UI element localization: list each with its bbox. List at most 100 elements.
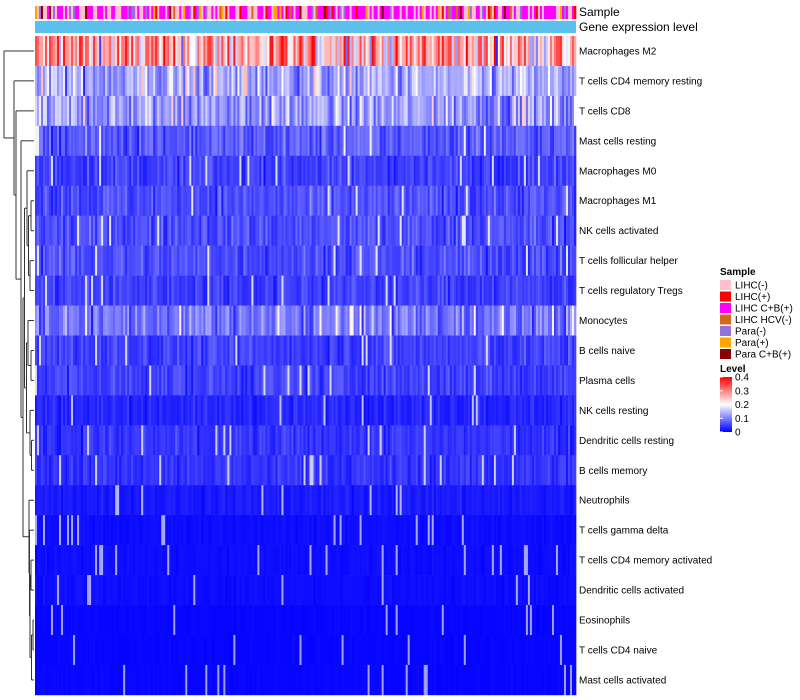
heatmap-cell	[49, 245, 52, 276]
sample-annotation-cell	[357, 6, 360, 19]
heatmap-cell	[295, 275, 298, 306]
heatmap-cell	[101, 185, 104, 216]
heatmap-cell	[221, 36, 224, 67]
heatmap-cell	[209, 275, 212, 306]
heatmap-cell	[515, 36, 519, 67]
heatmap-cell	[513, 155, 517, 187]
heatmap-cell	[35, 245, 38, 276]
heatmap-cell	[247, 36, 250, 67]
heatmap-cell	[197, 275, 200, 306]
heatmap-cell	[365, 65, 368, 97]
heatmap-cell	[497, 275, 501, 306]
heatmap-cell	[345, 125, 348, 157]
heatmap-cell	[375, 455, 378, 486]
heatmap-cell	[263, 125, 266, 157]
heatmap-cell	[357, 515, 360, 546]
sample-annotation-cell	[574, 6, 577, 19]
heatmap-cell	[199, 305, 202, 336]
heatmap-cell	[313, 395, 316, 426]
heatmap-cell	[245, 155, 248, 187]
heatmap-cell	[237, 65, 240, 97]
heatmap-cell	[251, 455, 254, 486]
heatmap-cell	[47, 215, 50, 246]
heatmap-cell	[483, 65, 487, 97]
heatmap-cell	[251, 485, 254, 516]
heatmap-cell	[303, 245, 306, 276]
heatmap-cell	[167, 36, 170, 67]
heatmap-cell	[331, 395, 334, 426]
heatmap-cell	[147, 36, 150, 67]
heatmap-cell	[501, 515, 505, 546]
heatmap-cell	[265, 95, 268, 127]
heatmap-cell	[259, 485, 262, 516]
heatmap-cell	[529, 305, 533, 336]
heatmap-cell	[567, 395, 571, 426]
heatmap-cell	[143, 245, 146, 276]
heatmap-cell	[263, 425, 266, 456]
heatmap-cell	[425, 155, 429, 187]
heatmap-cell	[357, 185, 360, 216]
heatmap-cell	[355, 36, 358, 67]
heatmap-cell	[287, 515, 290, 546]
heatmap-cell	[209, 425, 212, 456]
heatmap-cell	[341, 215, 344, 246]
heatmap-cell	[521, 455, 525, 486]
heatmap-cell	[373, 155, 376, 187]
heatmap-cell	[63, 215, 66, 246]
heatmap-cell	[47, 36, 50, 67]
heatmap-cell	[389, 485, 393, 516]
heatmap-cell	[109, 455, 112, 486]
heatmap-cell	[61, 305, 64, 336]
heatmap-cell	[193, 335, 196, 366]
heatmap-cell	[353, 305, 356, 336]
heatmap-cell	[351, 36, 354, 67]
heatmap-cell	[271, 425, 274, 456]
heatmap-cell	[319, 335, 322, 366]
heatmap-cell	[574, 335, 577, 366]
heatmap-cell	[355, 95, 358, 127]
heatmap-cell	[479, 36, 483, 67]
heatmap-cell	[119, 36, 122, 67]
heatmap-cell	[395, 155, 399, 187]
heatmap-cell	[503, 395, 507, 426]
heatmap-cell	[485, 65, 489, 97]
heatmap-cell	[143, 425, 146, 456]
heatmap-cell	[321, 305, 324, 336]
heatmap-cell	[51, 455, 54, 486]
heatmap-cell	[437, 425, 441, 456]
heatmap-cell	[235, 215, 238, 246]
heatmap-cell	[141, 215, 144, 246]
heatmap-cell	[339, 275, 342, 306]
heatmap-cell	[65, 65, 68, 97]
heatmap-cell	[59, 275, 62, 306]
heatmap-cell	[199, 395, 202, 426]
heatmap-cell	[417, 95, 421, 127]
heatmap-cell	[61, 425, 64, 456]
heatmap-cell	[499, 275, 503, 306]
heatmap-cell	[275, 515, 278, 546]
heatmap-cell	[439, 365, 443, 396]
heatmap-cell	[517, 245, 521, 276]
heatmap-cell	[365, 155, 368, 187]
heatmap-cell	[473, 425, 477, 456]
heatmap-cell	[83, 305, 86, 336]
heatmap-cell	[555, 455, 559, 486]
heatmap-cell	[43, 185, 46, 216]
heatmap-cell	[249, 305, 252, 336]
heatmap-cell	[181, 245, 184, 276]
heatmap-cell	[381, 215, 384, 246]
heatmap-cell	[331, 485, 334, 516]
heatmap-cell	[223, 365, 226, 396]
heatmap-cell	[557, 485, 561, 516]
heatmap-cell	[51, 395, 54, 426]
heatmap-cell	[469, 65, 473, 97]
heatmap-cell	[57, 65, 60, 97]
heatmap-cell	[71, 215, 74, 246]
heatmap-cell	[557, 155, 561, 187]
heatmap-cell	[399, 155, 403, 187]
heatmap-cell	[315, 515, 318, 546]
heatmap-cell	[257, 335, 260, 366]
heatmap-cell	[169, 365, 172, 396]
heatmap-cell	[119, 395, 122, 426]
sample-annotation-cell	[231, 6, 234, 19]
